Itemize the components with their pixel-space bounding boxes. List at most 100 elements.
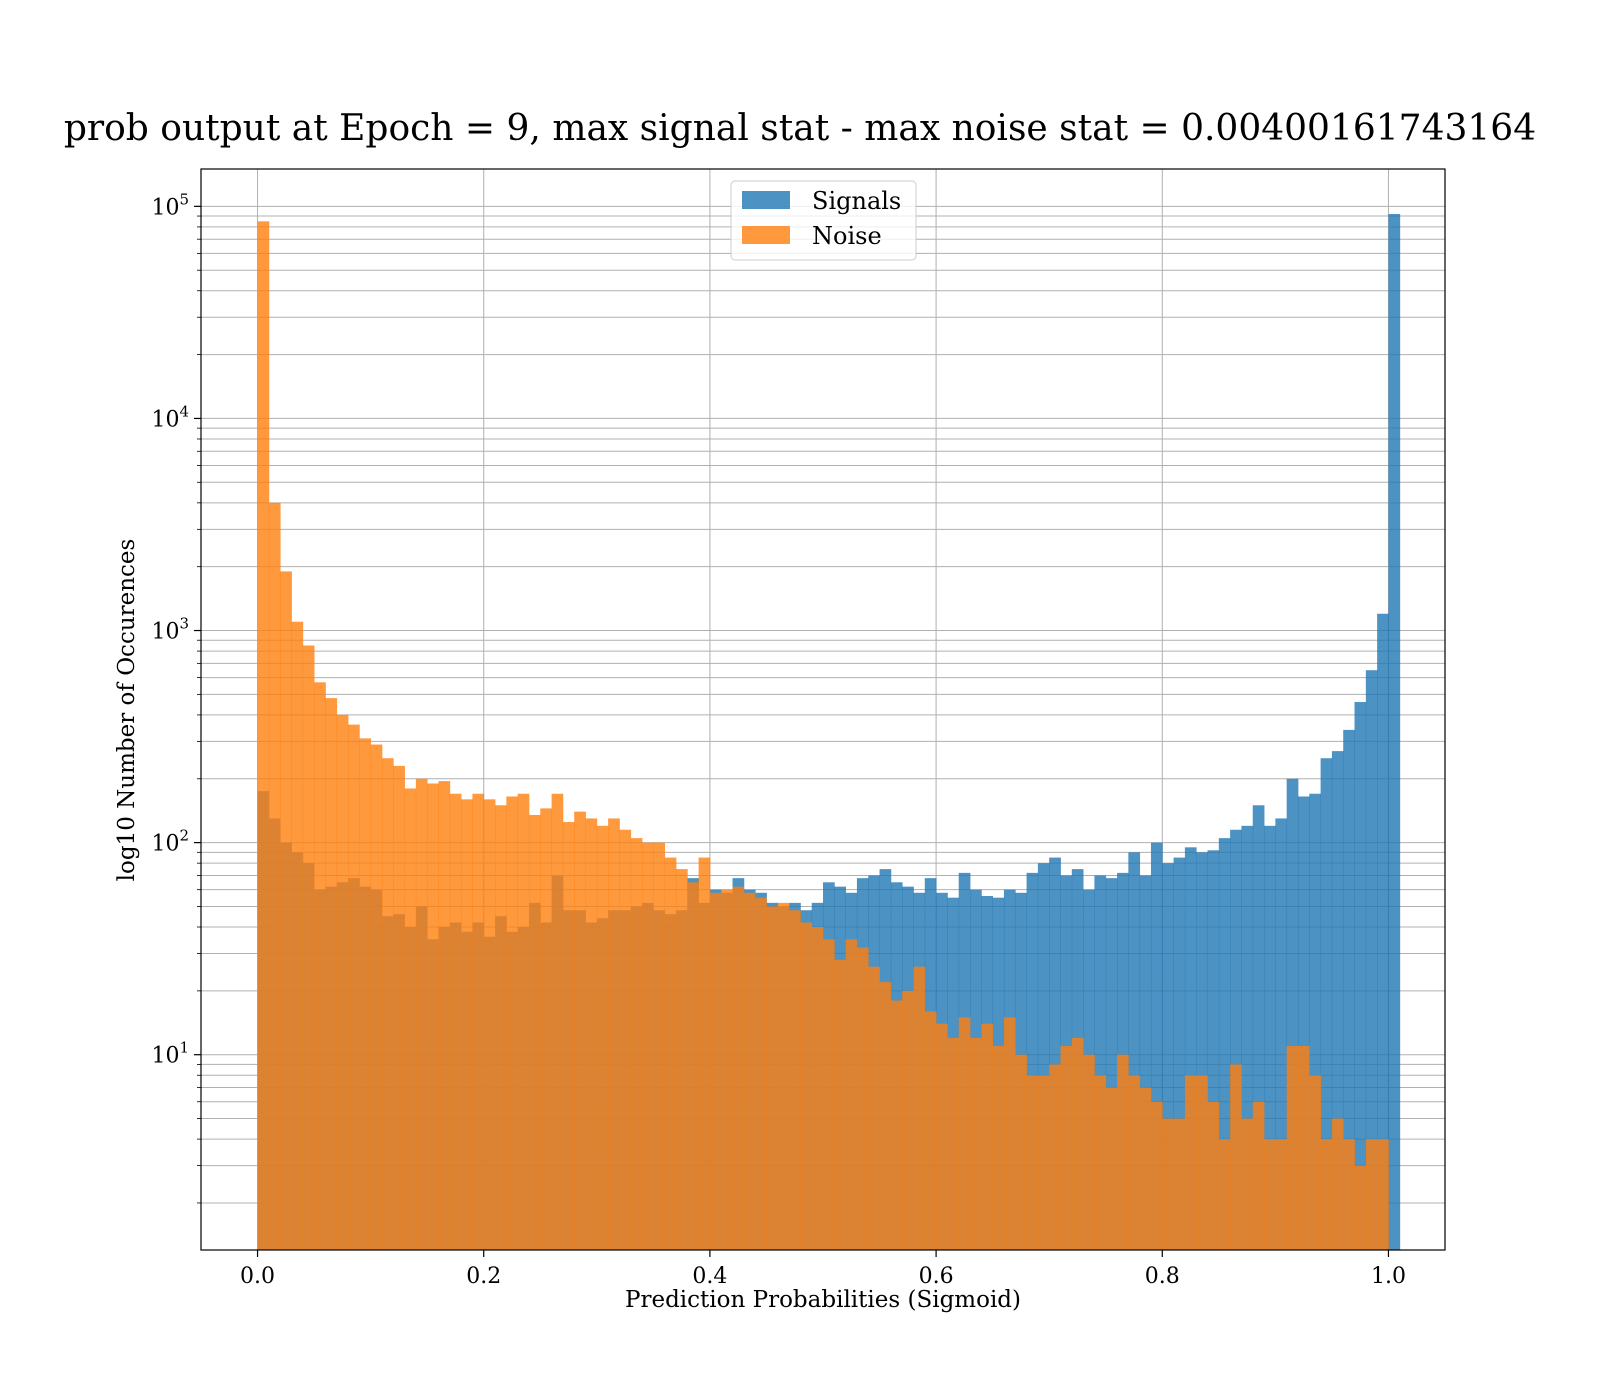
- bar-noise: [913, 966, 926, 1250]
- bar-noise: [879, 982, 892, 1250]
- bar-noise: [856, 947, 869, 1250]
- bar-noise: [574, 811, 586, 1250]
- bar-noise: [393, 765, 405, 1250]
- bar-noise: [1083, 1054, 1095, 1250]
- bar-signals: [1365, 670, 1378, 1250]
- bar-noise: [427, 783, 439, 1250]
- legend-swatch-noise: [742, 226, 790, 244]
- bar-noise: [1365, 1139, 1378, 1250]
- ticks-layer: 0.0 0.2 0.4 0.6 0.8 1.0 101 102 103 104 105: [151, 190, 1406, 1289]
- bar-noise: [1331, 1118, 1344, 1250]
- bar-noise: [596, 825, 609, 1250]
- bar-noise: [528, 814, 541, 1250]
- bar-noise: [675, 869, 688, 1250]
- bar-signals: [1094, 875, 1107, 1250]
- chart-title: prob output at Epoch = 9, max signal sta…: [64, 108, 1536, 149]
- bar-noise: [789, 910, 801, 1250]
- bar-noise: [755, 897, 767, 1250]
- bar-noise: [1309, 1075, 1321, 1250]
- bar-noise: [348, 724, 360, 1250]
- bar-noise: [540, 808, 552, 1250]
- bar-noise: [709, 892, 722, 1250]
- bar-noise: [336, 714, 349, 1250]
- bar-noise: [981, 1023, 994, 1250]
- bar-noise: [1184, 1075, 1197, 1250]
- bar-signals: [1286, 778, 1299, 1250]
- bar-noise: [562, 822, 575, 1250]
- bar-noise: [958, 1017, 971, 1250]
- bar-signals: [1196, 852, 1208, 1250]
- bar-noise: [687, 882, 699, 1250]
- bar-noise: [630, 838, 643, 1250]
- bar-noise: [1297, 1045, 1310, 1250]
- bar-signals: [1139, 875, 1152, 1250]
- bar-noise: [1286, 1045, 1299, 1250]
- bar-noise: [1139, 1087, 1152, 1250]
- bar-noise: [314, 682, 326, 1250]
- bar-noise: [1150, 1101, 1163, 1250]
- bar-noise: [461, 799, 473, 1250]
- bar-signals: [1037, 863, 1050, 1250]
- bar-signals: [1377, 613, 1389, 1250]
- bar-noise: [415, 778, 428, 1250]
- bar-noise: [1173, 1118, 1186, 1250]
- y-tick-label: 101: [151, 1039, 189, 1069]
- bar-noise: [1320, 1139, 1333, 1250]
- bar-signals: [1388, 214, 1401, 1250]
- bar-signals: [1297, 796, 1310, 1250]
- bar-signals: [1150, 842, 1163, 1250]
- x-tick-label: 0.0: [240, 1264, 275, 1289]
- bar-noise: [732, 886, 745, 1250]
- bar-noise: [359, 738, 372, 1250]
- bar-signals: [1331, 751, 1344, 1250]
- bar-noise: [268, 502, 281, 1250]
- x-axis-label: Prediction Probabilities (Sigmoid): [625, 1287, 1021, 1313]
- bar-noise: [1049, 1064, 1061, 1250]
- x-tick-label: 0.4: [692, 1264, 727, 1289]
- bar-signals: [1128, 852, 1141, 1250]
- bar-noise: [1207, 1101, 1220, 1250]
- bar-noise: [1264, 1139, 1276, 1250]
- bar-noise: [834, 959, 847, 1250]
- bar-noise: [619, 829, 632, 1250]
- bar-noise: [438, 781, 451, 1250]
- bar-noise: [1117, 1054, 1129, 1250]
- bar-signals: [1320, 758, 1333, 1250]
- bar-signals: [1275, 818, 1288, 1250]
- x-tick-label: 0.8: [1145, 1264, 1180, 1289]
- bar-noise: [1094, 1075, 1107, 1250]
- bar-noise: [947, 1037, 960, 1250]
- bar-noise: [608, 818, 620, 1250]
- bar-noise: [1230, 1064, 1242, 1250]
- bar-noise: [936, 1023, 948, 1250]
- y-tick-label: 104: [151, 402, 189, 432]
- bar-noise: [1377, 1139, 1389, 1250]
- bar-noise: [280, 571, 292, 1250]
- bar-noise: [370, 744, 383, 1250]
- legend: Signals Noise: [730, 180, 917, 261]
- bar-noise: [868, 966, 880, 1250]
- bar-signals: [1309, 793, 1321, 1250]
- bar-noise: [495, 805, 507, 1250]
- bar-noise: [291, 621, 304, 1250]
- bar-noise: [472, 793, 485, 1250]
- bar-signals: [1049, 857, 1061, 1250]
- bar-noise: [257, 221, 270, 1251]
- legend-swatch-signals: [742, 191, 790, 209]
- bar-noise: [823, 939, 835, 1250]
- y-tick-label: 103: [151, 615, 189, 645]
- bar-noise: [302, 645, 315, 1250]
- bar-signals: [1343, 729, 1355, 1250]
- bar-noise: [1026, 1075, 1039, 1250]
- bars-layer: [257, 214, 1401, 1251]
- bar-signals: [1230, 829, 1242, 1250]
- bar-noise: [449, 793, 462, 1250]
- bar-noise: [1241, 1118, 1254, 1250]
- bar-noise: [1218, 1139, 1231, 1250]
- bar-noise: [1275, 1139, 1288, 1250]
- bar-noise: [664, 857, 677, 1250]
- x-tick-label: 0.6: [919, 1264, 954, 1289]
- y-tick-label: 105: [151, 190, 189, 220]
- bar-noise: [743, 892, 756, 1250]
